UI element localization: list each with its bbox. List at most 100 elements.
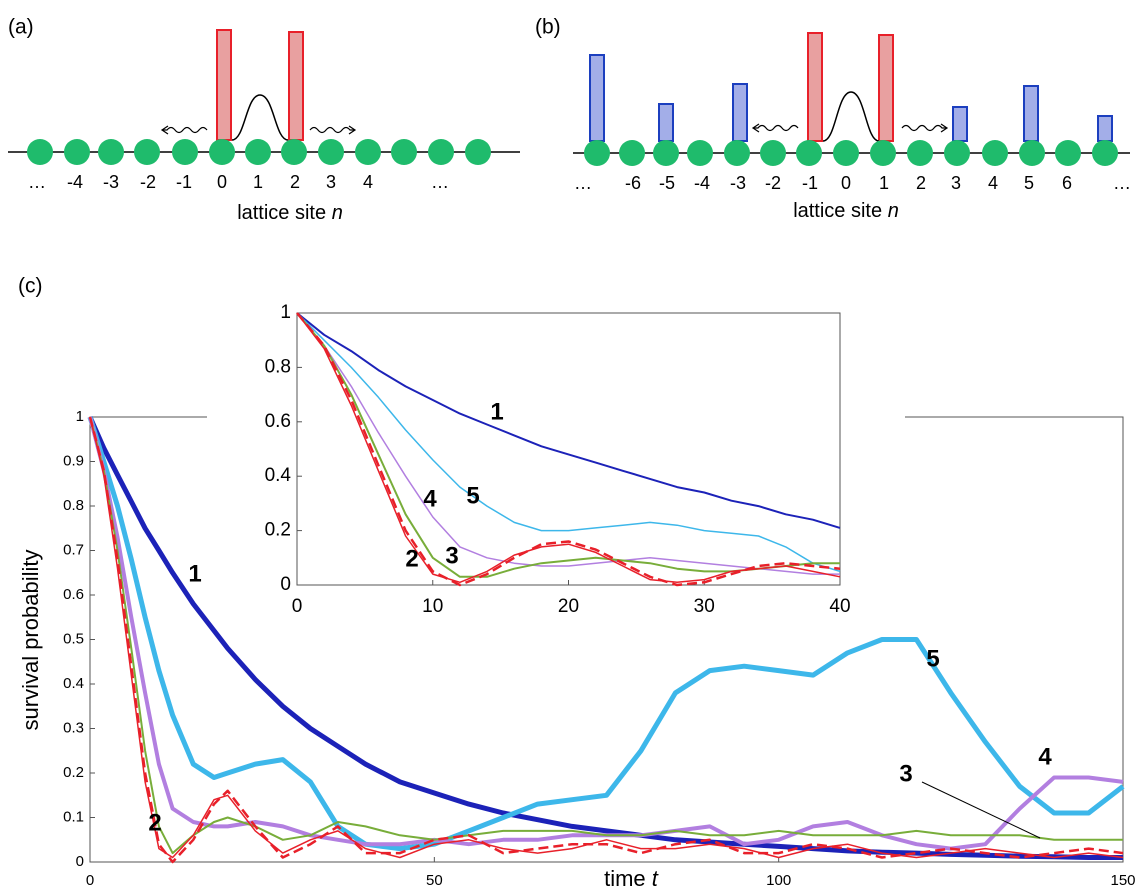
curve-label: 3 xyxy=(899,760,912,787)
site-label: 0 xyxy=(841,173,851,193)
y-tick-label: 0 xyxy=(280,574,291,595)
panel-label: (a) xyxy=(8,16,34,39)
disorder-bar xyxy=(1097,115,1113,142)
disorder-bar xyxy=(589,54,605,142)
panel-label: (c) xyxy=(18,275,43,298)
axis-label: lattice site n xyxy=(793,200,899,222)
x-tick-label: 150 xyxy=(1110,872,1135,889)
wavy-arrow xyxy=(901,123,949,133)
y-tick-label: 0.8 xyxy=(63,497,84,514)
site-label: -4 xyxy=(67,172,83,192)
series-line xyxy=(87,415,1123,860)
y-tick-label: 0.8 xyxy=(265,356,291,377)
site-label: 2 xyxy=(916,173,926,193)
site-label: -6 xyxy=(625,173,641,193)
y-tick-label: 0.6 xyxy=(265,411,291,432)
site-label: -1 xyxy=(176,172,192,192)
x-tick-label: 40 xyxy=(829,596,850,617)
lattice-site xyxy=(724,140,750,166)
lattice-site xyxy=(318,139,344,165)
x-axis-title: time t xyxy=(604,866,659,891)
panel-b-diagram xyxy=(573,32,1130,154)
lattice-site xyxy=(134,139,160,165)
disorder-bar xyxy=(952,106,968,142)
lattice-site xyxy=(982,140,1008,166)
lattice-site xyxy=(355,139,381,165)
barrier xyxy=(288,31,304,141)
lattice-site xyxy=(944,140,970,166)
barrier xyxy=(807,32,823,142)
site-label: … xyxy=(431,172,449,192)
y-tick-label: 0.6 xyxy=(63,586,84,603)
curve-label: 4 xyxy=(423,485,437,512)
lattice-site xyxy=(1055,140,1081,166)
x-axis-title-text: time xyxy=(604,866,646,891)
site-label: -2 xyxy=(140,172,156,192)
series-line xyxy=(296,312,841,587)
y-tick-label: 0.7 xyxy=(63,541,84,558)
series-line xyxy=(88,416,1124,864)
lattice-site xyxy=(907,140,933,166)
lattice-site xyxy=(245,139,271,165)
site-label: … xyxy=(28,172,46,192)
y-tick-label: 0.2 xyxy=(63,764,84,781)
wavy-arrow xyxy=(751,123,799,133)
site-label: 5 xyxy=(1024,173,1034,193)
inset-background xyxy=(207,298,905,616)
x-tick-label: 50 xyxy=(426,872,443,889)
site-label: 1 xyxy=(879,173,889,193)
y-tick-label: 0.3 xyxy=(63,719,84,736)
axis-label-text: lattice site xyxy=(793,200,882,222)
lattice-site xyxy=(98,139,124,165)
site-label: 3 xyxy=(951,173,961,193)
barrier xyxy=(216,29,232,141)
site-label: 1 xyxy=(253,172,263,192)
panel-a-diagram xyxy=(8,29,520,153)
series-line xyxy=(296,312,841,529)
lattice-site xyxy=(760,140,786,166)
main-chart: 00.10.20.30.40.50.60.70.80.910 50 100 15015… xyxy=(18,408,1136,891)
disorder-bar xyxy=(658,103,674,142)
lattice-site xyxy=(796,140,822,166)
site-label: -3 xyxy=(103,172,119,192)
lattice-site xyxy=(833,140,859,166)
y-tick-label: 0.1 xyxy=(63,808,84,825)
x-axis-title-var: t xyxy=(652,866,659,891)
curve-label: 1 xyxy=(188,560,201,587)
wavy-arrow xyxy=(309,125,357,135)
axis-label-var: n xyxy=(332,202,343,224)
site-label: 6 xyxy=(1062,173,1072,193)
site-label: 2 xyxy=(290,172,300,192)
x-tick-label: 30 xyxy=(694,596,715,617)
series-line xyxy=(88,416,1124,851)
disorder-bar xyxy=(732,83,748,142)
site-label: -3 xyxy=(730,173,746,193)
site-label: -5 xyxy=(659,173,675,193)
site-label: -1 xyxy=(802,173,818,193)
axis-label: lattice site n xyxy=(237,202,343,224)
lattice-site xyxy=(1019,140,1045,166)
y-tick-label: 0.9 xyxy=(63,452,84,469)
x-tick-label: 0 xyxy=(292,596,303,617)
site-label: … xyxy=(574,173,592,193)
axis-label-var: n xyxy=(888,200,899,222)
series-line xyxy=(89,416,1123,855)
series-line xyxy=(296,312,841,573)
site-label: -4 xyxy=(694,173,710,193)
curve-label: 1 xyxy=(490,398,503,425)
y-tick-label: 0 xyxy=(76,853,84,870)
lattice-site xyxy=(619,140,645,166)
wavepacket xyxy=(822,91,880,142)
y-tick-label: 1 xyxy=(76,408,84,425)
site-label: 3 xyxy=(326,172,336,192)
lattice-site xyxy=(209,139,235,165)
curve-label: 2 xyxy=(148,809,161,836)
lattice-site xyxy=(687,140,713,166)
leader-line xyxy=(921,781,1041,839)
lattice-site xyxy=(870,140,896,166)
axis-label-text: lattice site xyxy=(237,202,326,224)
lattice-site xyxy=(281,139,307,165)
lattice-site xyxy=(391,139,417,165)
curve-label: 2 xyxy=(405,545,418,572)
curve-label: 3 xyxy=(445,542,458,569)
